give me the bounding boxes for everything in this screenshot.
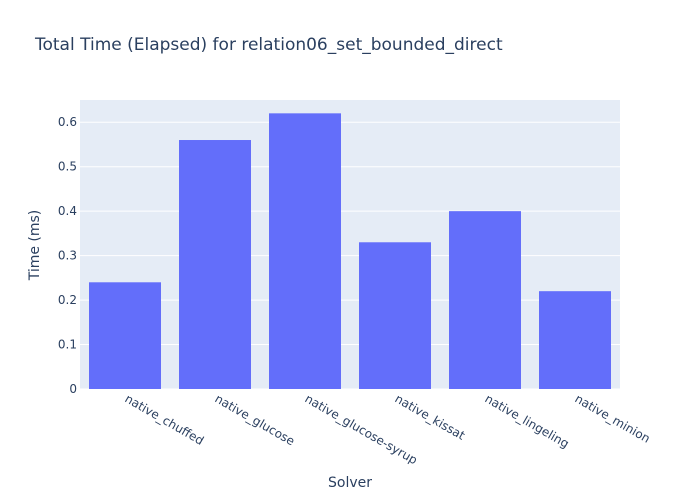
y-tick-label: 0.5 (58, 160, 77, 174)
y-tick-label: 0.6 (58, 115, 77, 129)
x-tick-label: native_glucose (213, 391, 298, 448)
x-tick-label: native_kissat (393, 391, 468, 442)
bar-native_lingeling[interactable] (449, 211, 521, 389)
y-axis-title: Time (ms) (27, 210, 43, 282)
bar-native_glucose[interactable] (179, 140, 251, 389)
bar-native_minion[interactable] (539, 291, 611, 389)
y-tick-label: 0.4 (58, 204, 77, 218)
chart-title: Total Time (Elapsed) for relation06_set_… (34, 35, 503, 55)
x-axis-title: Solver (328, 475, 372, 491)
y-tick-label: 0.3 (58, 249, 77, 263)
y-tick-label: 0.1 (58, 338, 77, 352)
gridlines (80, 121, 620, 390)
bar-native_kissat[interactable] (359, 242, 431, 389)
x-tick-label: native_chuffed (123, 391, 207, 447)
y-tick-label: 0.2 (58, 293, 77, 307)
bars (89, 113, 611, 389)
x-axis-ticks: native_chuffed native_glucose native_gluco… (123, 391, 653, 467)
plot-background (80, 100, 620, 389)
x-tick-label: native_minion (573, 391, 653, 445)
y-tick-label: 0 (69, 382, 77, 396)
bar-native_chuffed[interactable] (89, 282, 161, 389)
x-tick-label: native_lingeling (483, 391, 572, 450)
bar-native_glucose-syrup[interactable] (269, 113, 341, 389)
y-axis-ticks: 0 0.1 0.2 0.3 0.4 0.5 0.6 (58, 115, 77, 396)
